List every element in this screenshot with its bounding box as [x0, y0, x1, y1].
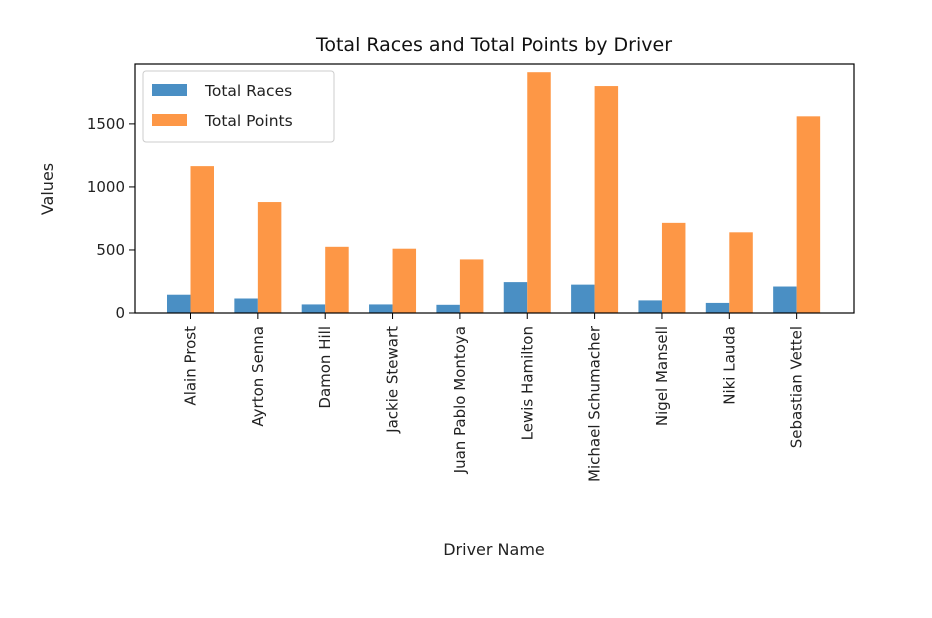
bar-total-points-jackie-stewart: [392, 248, 417, 313]
bar-total-races-juan-pablo-montoya: [436, 304, 460, 313]
legend-box: [142, 70, 335, 143]
bar-total-points-ayrton-senna: [257, 202, 282, 313]
bar-total-points-damon-hill: [325, 246, 349, 313]
plot-frame: [134, 63, 855, 314]
y-tick-label: 1000: [87, 178, 125, 196]
bar-total-races-michael-schumacher: [571, 284, 595, 313]
bar-total-races-damon-hill: [301, 304, 326, 313]
x-tick-label-juan-pablo-montoya: Juan Pablo Montoya: [451, 326, 469, 474]
y-axis: 0 500 1000 1500: [87, 115, 135, 322]
x-tick-label-niki-lauda: Niki Lauda: [720, 326, 738, 405]
bar-total-points-alain-prost: [190, 166, 214, 313]
x-tick-label-sebastian-vettel: Sebastian Vettel: [788, 326, 806, 448]
x-tick-label-michael-schumacher: Michael Schumacher: [586, 325, 604, 482]
bar-total-points-juan-pablo-montoya: [459, 259, 484, 313]
x-axis-title: Driver Name: [443, 540, 545, 559]
bar-total-races-jackie-stewart: [369, 304, 393, 313]
legend-label-total-races: Total Races: [204, 82, 292, 100]
bar-total-races-alain-prost: [167, 294, 191, 313]
bar-total-races-ayrton-senna: [234, 298, 258, 313]
x-tick-label-lewis-hamilton: Lewis Hamilton: [518, 326, 536, 440]
bar-total-points-nigel-mansell: [661, 222, 686, 313]
y-axis-title: Values: [38, 163, 57, 215]
x-tick-label-nigel-mansell: Nigel Mansell: [653, 326, 671, 426]
bar-total-races-nigel-mansell: [638, 300, 662, 313]
legend: Total Races Total Points: [142, 70, 335, 143]
x-tick-label-ayrton-senna: Ayrton Senna: [249, 326, 267, 427]
bar-total-races-sebastian-vettel: [773, 286, 797, 313]
bar-total-points-sebastian-vettel: [796, 116, 821, 313]
bars-layer: [167, 72, 821, 313]
bar-total-points-lewis-hamilton: [527, 72, 551, 313]
x-tick-label-jackie-stewart: Jackie Stewart: [384, 326, 402, 434]
bar-total-points-niki-lauda: [729, 232, 753, 313]
bar-total-races-niki-lauda: [705, 302, 730, 313]
legend-swatch-total-races: [152, 84, 187, 96]
x-axis: Alain Prost Ayrton Senna Damon Hill Jackie …: [182, 313, 806, 482]
y-tick-label: 500: [96, 241, 125, 259]
x-tick-label-alain-prost: Alain Prost: [182, 326, 200, 406]
bar-total-races-lewis-hamilton: [503, 282, 528, 313]
y-tick-label: 0: [115, 304, 125, 322]
y-tick-label: 1500: [87, 115, 125, 133]
chart-title: Total Races and Total Points by Driver: [315, 34, 672, 56]
legend-label-total-points: Total Points: [204, 112, 293, 130]
legend-swatch-total-points: [152, 114, 187, 126]
x-tick-label-damon-hill: Damon Hill: [316, 326, 334, 409]
bar-total-points-michael-schumacher: [594, 86, 619, 313]
